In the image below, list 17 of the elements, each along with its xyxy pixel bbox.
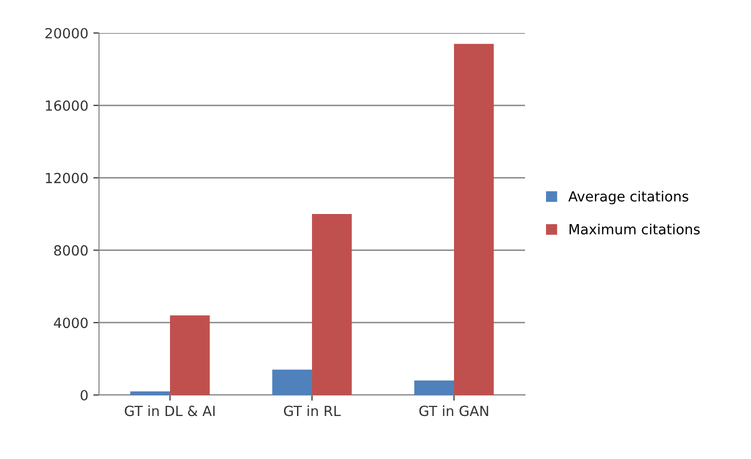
y-tick-label: 4000 <box>54 318 88 328</box>
bar <box>272 370 312 395</box>
y-tick-label: 16000 <box>46 100 88 111</box>
bar <box>130 391 170 395</box>
legend-label: Maximum citations <box>570 224 700 234</box>
y-tick-label: 20000 <box>45 28 88 38</box>
bar <box>312 214 352 395</box>
x-tick-label: GT in RL <box>284 405 341 416</box>
bar <box>454 44 494 395</box>
y-tick-label: 8000 <box>54 245 88 256</box>
x-tick-label: GT in DL & AI <box>124 405 215 416</box>
bar <box>414 380 454 395</box>
y-tick-label: 0 <box>80 390 88 400</box>
bar <box>170 315 210 395</box>
legend-label: Average citations <box>568 190 688 204</box>
x-tick-label: GT in GAN <box>419 405 488 416</box>
y-tick-label: 12000 <box>46 172 88 184</box>
